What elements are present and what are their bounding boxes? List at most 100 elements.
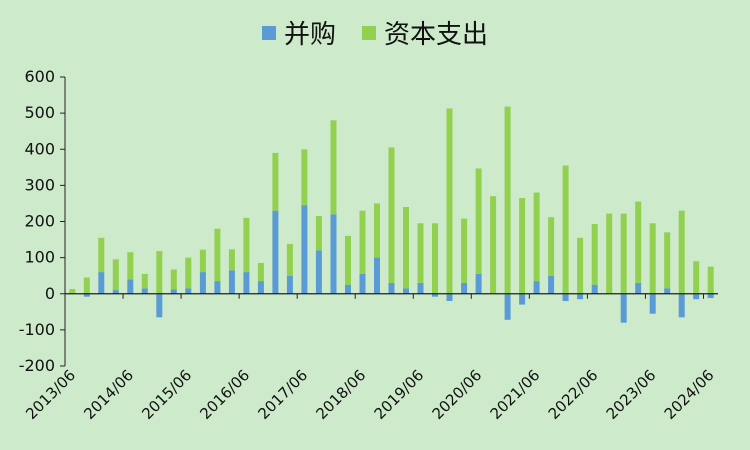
bar-ma <box>475 273 482 294</box>
bar-ma <box>156 293 163 318</box>
bar-capex <box>577 237 584 294</box>
bar-ma <box>315 250 322 294</box>
bar-capex <box>388 147 395 283</box>
y-tick-label: 100 <box>24 248 55 267</box>
bar-ma <box>243 272 250 294</box>
bar-ma <box>199 272 206 294</box>
bar-capex <box>345 235 351 285</box>
bar-capex <box>98 237 105 273</box>
bar-capex <box>127 252 134 280</box>
bar-ma <box>417 282 424 294</box>
bar-ma <box>693 293 700 300</box>
bar-capex <box>156 251 163 294</box>
y-tick-label: 200 <box>24 212 55 231</box>
bar-capex <box>228 249 235 271</box>
bar-capex <box>446 108 453 294</box>
bar-capex <box>417 223 424 283</box>
y-tick-label: 400 <box>24 139 55 158</box>
bar-ma <box>98 272 105 294</box>
bar-ma <box>432 293 438 297</box>
bar-capex <box>707 266 714 294</box>
bar-capex <box>185 257 192 289</box>
bar-ma <box>388 282 395 294</box>
bar-ma <box>446 293 453 301</box>
bar-capex <box>243 217 250 273</box>
bar-ma <box>185 288 192 294</box>
x-tick-label: 2021/06 <box>487 366 544 423</box>
bar-ma <box>504 293 511 320</box>
bar-ma <box>678 293 685 318</box>
legend: 并购 资本支出 <box>0 14 750 51</box>
bar-ma <box>461 282 468 294</box>
bar-ma <box>577 293 584 300</box>
legend-item-capex: 资本支出 <box>362 14 488 51</box>
y-tick-label: 600 <box>24 67 55 86</box>
y-tick-label: 0 <box>45 284 55 303</box>
y-tick-label: 300 <box>24 175 55 194</box>
bar-capex <box>475 168 482 274</box>
bar-capex <box>620 213 627 294</box>
legend-label-capex: 资本支出 <box>384 20 489 50</box>
x-tick-label: 2014/06 <box>80 366 137 423</box>
bar-ma <box>345 284 351 294</box>
bar-capex <box>504 106 511 294</box>
bar-capex <box>403 207 409 289</box>
bar-capex <box>678 210 685 294</box>
bar-ma <box>403 288 409 294</box>
bar-ma <box>519 293 526 305</box>
bar-ma <box>649 293 656 314</box>
x-tick-label: 2022/06 <box>545 366 602 423</box>
y-tick-label: -100 <box>19 320 55 339</box>
bar-ma <box>112 290 119 294</box>
bar-capex <box>359 210 366 274</box>
bar-ma <box>548 275 555 294</box>
bar-capex <box>214 228 221 282</box>
bar-capex <box>606 213 613 294</box>
bar-capex <box>315 216 322 251</box>
bar-ma <box>635 282 642 294</box>
bar-ma <box>257 281 264 294</box>
bar-ma <box>591 284 598 294</box>
bar-ma <box>214 281 221 294</box>
bar-capex <box>272 152 279 211</box>
bar-capex <box>591 224 598 285</box>
legend-item-ma: 并购 <box>261 14 336 51</box>
bar-capex <box>199 249 206 273</box>
bar-ma <box>286 275 293 294</box>
bar-ma <box>359 273 366 294</box>
bar-ma <box>127 279 134 294</box>
x-tick-label: 2019/06 <box>371 366 428 423</box>
x-tick-label: 2023/06 <box>603 366 660 423</box>
legend-label-ma: 并购 <box>283 20 336 50</box>
bar-ma <box>664 288 671 294</box>
bar-ma <box>620 293 627 323</box>
bar-capex <box>69 289 76 294</box>
bar-capex <box>693 261 700 294</box>
x-tick-label: 2018/06 <box>313 366 370 423</box>
bar-capex <box>635 201 642 283</box>
bar-ma <box>533 281 540 294</box>
bar-capex <box>562 165 569 294</box>
bar-capex <box>286 243 293 276</box>
bar-ma <box>330 214 337 294</box>
bar-capex <box>301 149 308 206</box>
x-tick-label: 2016/06 <box>196 366 253 423</box>
bar-ma <box>562 293 569 301</box>
legend-swatch-ma <box>261 25 276 40</box>
bar-capex <box>112 259 119 291</box>
bar-capex <box>141 273 148 289</box>
bar-capex <box>170 269 177 290</box>
bar-capex <box>330 120 337 215</box>
x-tick-label: 2017/06 <box>254 366 311 423</box>
bar-ma <box>374 257 380 294</box>
bar-capex <box>374 203 380 258</box>
bar-capex <box>461 218 468 283</box>
bar-ma <box>83 293 90 297</box>
bar-ma <box>301 205 308 294</box>
y-tick-label: 500 <box>24 103 55 122</box>
bar-ma <box>228 270 235 294</box>
bar-ma <box>141 288 148 294</box>
x-tick-label: 2024/06 <box>661 366 718 423</box>
